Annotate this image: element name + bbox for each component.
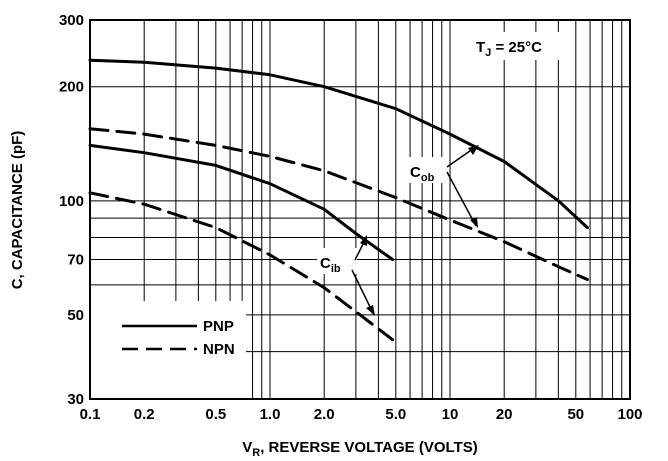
y-tick-label: 70 [67,252,84,269]
y-tick-label: 100 [59,193,84,210]
cib-label: Cib [320,255,341,275]
temperature-annotation: TJ = 25°C [470,32,570,60]
cib-arrow-lower [351,269,374,314]
x-tick-label: 100 [617,406,642,423]
y-tick-label: 30 [67,391,84,408]
x-tick-label: 2.0 [314,406,335,423]
y-tick-label: 200 [59,79,84,96]
cib-label-bg [317,248,357,274]
cob-arrowhead-lower [470,217,478,228]
cib-arrowhead-lower [366,305,375,316]
cib-arrowhead-upper [360,235,367,246]
temperature-label: TJ = 25°C [476,39,542,59]
legend-box [91,301,246,398]
data-curves [88,58,589,342]
series-line-2-dashed [88,127,589,281]
legend: PNP NPN [91,301,246,398]
x-tick-label: 1.0 [260,406,281,423]
x-tick-label: 10 [442,406,459,423]
cob-annotation: Cob [407,145,479,228]
y-tick-label: 300 [59,12,84,29]
x-axis-label: VR, REVERSE VOLTAGE (VOLTS) [242,439,477,459]
series-line-1-solid [88,58,589,230]
cob-label: Cob [410,164,435,184]
cib-annotation: Cib [317,235,375,316]
cob-arrow-lower [446,171,477,227]
plot-frame [89,19,631,400]
y-tick-label: 50 [67,307,84,324]
y-axis-label: C, CAPACITANCE (pF) [9,131,26,290]
x-tick-label: 5.0 [385,406,406,423]
temperature-bg [470,32,570,60]
series-line-3-solid [88,143,395,261]
legend-label-pnp: PNP [203,318,234,335]
x-tick-label: 0.1 [80,406,101,423]
x-tick-label: 0.2 [134,406,155,423]
cob-arrowhead-upper [468,145,479,155]
cob-label-bg [407,157,447,183]
tick-labels: 0.1 0.2 0.5 1.0 2.0 5.0 10 20 50 100 30 50 70 100 200 3… [59,12,643,423]
legend-label-npn: NPN [203,341,235,358]
x-tick-label: 50 [567,406,584,423]
x-tick-label: 20 [496,406,513,423]
x-tick-label: 0.5 [205,406,226,423]
series-line-4-dashed [88,191,395,342]
